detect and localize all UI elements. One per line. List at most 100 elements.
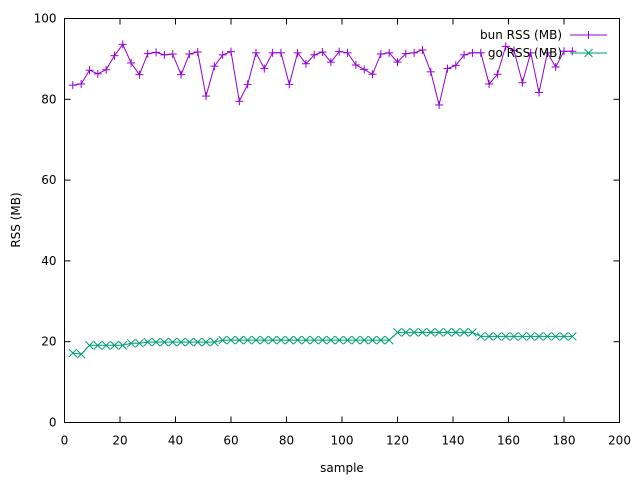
- x-tick-label: 80: [279, 434, 294, 448]
- data-point: [284, 335, 294, 345]
- data-point: [568, 47, 577, 56]
- data-point: [443, 328, 452, 337]
- data-point: [359, 335, 369, 345]
- legend-label: bun RSS (MB): [480, 28, 562, 42]
- data-point: [152, 48, 161, 57]
- x-tick-label: 120: [386, 434, 409, 448]
- x-tick-label: 180: [553, 434, 576, 448]
- data-point: [460, 50, 469, 59]
- data-point: [209, 337, 219, 347]
- data-point: [293, 48, 302, 57]
- series-line: [72, 331, 573, 355]
- data-point: [459, 328, 469, 337]
- data-point: [485, 79, 494, 88]
- data-point: [226, 335, 236, 345]
- data-point: [435, 100, 444, 109]
- data-point: [185, 50, 194, 59]
- data-point: [118, 340, 128, 350]
- data-point: [234, 335, 244, 345]
- y-tick-label: 20: [41, 335, 56, 349]
- data-point: [202, 92, 211, 101]
- legend-entry: go RSS (MB): [488, 46, 607, 60]
- data-point: [143, 337, 153, 347]
- data-point: [326, 335, 336, 345]
- data-point: [518, 332, 527, 341]
- series-layer: [68, 40, 577, 359]
- data-point: [293, 335, 302, 345]
- data-point: [135, 70, 144, 79]
- legend-entry: bun RSS (MB): [480, 28, 607, 42]
- data-point: [185, 337, 194, 347]
- data-point: [476, 48, 485, 57]
- data-point: [110, 51, 119, 60]
- data-point: [102, 65, 111, 74]
- data-point: [526, 48, 535, 57]
- data-point: [518, 78, 527, 87]
- x-tick-label: 200: [608, 434, 631, 448]
- data-point: [193, 337, 203, 347]
- series-bun: [68, 40, 577, 109]
- x-tick-label: 160: [497, 434, 520, 448]
- data-point: [326, 58, 335, 67]
- data-point: [551, 332, 561, 341]
- data-point: [268, 335, 277, 345]
- data-point: [76, 349, 86, 359]
- data-point: [218, 335, 228, 345]
- data-point: [301, 335, 311, 345]
- data-point: [251, 335, 261, 345]
- data-point: [476, 332, 486, 341]
- data-point: [418, 46, 427, 55]
- data-point: [318, 48, 327, 57]
- data-point: [143, 49, 152, 58]
- data-point: [160, 337, 169, 347]
- y-tick-label: 100: [34, 12, 57, 26]
- data-point: [351, 60, 360, 69]
- data-point: [118, 40, 127, 49]
- data-point: [393, 328, 402, 337]
- data-point: [251, 48, 260, 57]
- x-tick-label: 20: [112, 434, 127, 448]
- data-point: [393, 58, 402, 67]
- data-point: [493, 332, 502, 341]
- x-tick-label: 140: [442, 434, 465, 448]
- data-point: [551, 62, 560, 71]
- data-point: [168, 337, 178, 347]
- data-point: [343, 48, 352, 57]
- data-point: [376, 50, 385, 59]
- data-point: [151, 337, 161, 347]
- data-point: [360, 65, 369, 74]
- data-point: [93, 340, 103, 350]
- data-point: [384, 335, 394, 345]
- data-point: [501, 42, 510, 51]
- data-point: [127, 58, 136, 67]
- data-point: [193, 48, 202, 57]
- data-point: [218, 50, 227, 59]
- data-point: [376, 335, 386, 345]
- data-point: [559, 332, 569, 341]
- data-point: [243, 335, 253, 345]
- data-point: [210, 62, 219, 71]
- legend-marker: [584, 31, 593, 39]
- data-point: [309, 335, 319, 345]
- data-point: [93, 69, 102, 78]
- x-tick-label: 60: [223, 434, 238, 448]
- data-point: [401, 328, 411, 337]
- data-point: [335, 47, 344, 56]
- data-point: [542, 332, 552, 341]
- data-point: [201, 337, 211, 347]
- data-point: [560, 47, 568, 56]
- data-point: [235, 97, 244, 106]
- data-point: [176, 337, 186, 347]
- legend-label: go RSS (MB): [488, 46, 562, 60]
- data-point: [160, 50, 169, 59]
- legend: bun RSS (MB) go RSS (MB): [480, 28, 607, 60]
- data-point: [301, 59, 310, 68]
- data-point: [409, 328, 419, 337]
- x-tick-label: 40: [168, 434, 183, 448]
- data-point: [534, 332, 544, 341]
- data-point: [434, 328, 444, 337]
- data-point: [318, 335, 327, 345]
- y-tick-label: 0: [49, 416, 57, 430]
- data-point: [77, 79, 86, 88]
- x-tick-label: 100: [331, 434, 354, 448]
